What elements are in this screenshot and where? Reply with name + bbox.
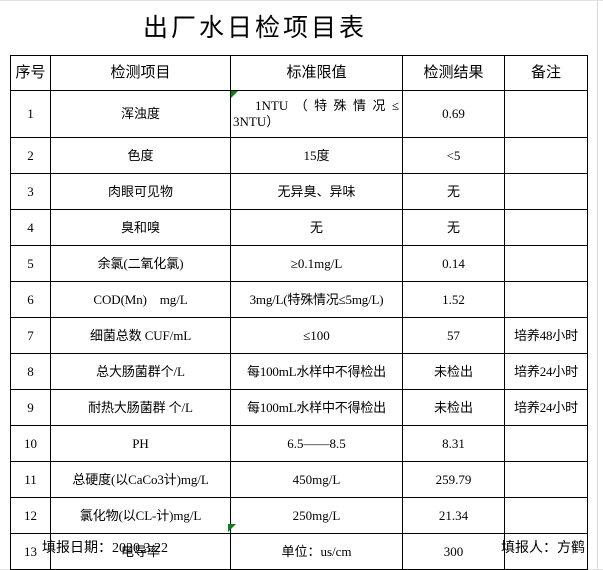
- table-row: 12 氯化物(以CL-计)mg/L 250mg/L 21.34: [10, 497, 588, 534]
- cell-item: 总大肠菌群个/L: [50, 353, 231, 390]
- cell-limit-line-1: 1NTU（特殊情况≤: [255, 98, 399, 113]
- cell-limit: ≤100: [230, 317, 403, 354]
- cell-result: 8.31: [402, 425, 505, 462]
- comment-marker-icon: [228, 524, 236, 532]
- cell-item: 余氯(二氧化氯): [50, 245, 231, 282]
- cell-note: [504, 90, 588, 138]
- cell-note: [504, 245, 588, 282]
- cell-no: 1: [10, 90, 51, 138]
- cell-note: 培养24小时: [504, 389, 588, 426]
- cell-no: 2: [10, 137, 51, 174]
- cell-result: 300: [402, 533, 505, 570]
- cell-no: 13: [10, 533, 51, 570]
- cell-no: 5: [10, 245, 51, 282]
- column-header-result: 检测结果: [402, 55, 505, 91]
- cell-no: 12: [10, 497, 51, 534]
- table-row: 2 色度 15度 <5: [10, 137, 588, 174]
- cell-result: 57: [402, 317, 505, 354]
- cell-limit: 每100mL水样中不得检出: [230, 353, 403, 390]
- cell-item: 总硬度(以CaCo3计)mg/L: [50, 461, 231, 498]
- cell-note: [504, 281, 588, 318]
- table-row: 3 肉眼可见物 无异臭、异味 无: [10, 173, 588, 210]
- page-title: 出厂水日检项目表: [142, 15, 367, 42]
- cell-note: [504, 461, 588, 498]
- cell-item: 浑浊度: [50, 90, 231, 138]
- report-date-label: 填报日期：2020.3.22: [42, 541, 168, 556]
- cell-item: 电导率: [50, 533, 231, 570]
- cell-item: 色度: [50, 137, 231, 174]
- cell-limit: 单位：us/cm: [230, 533, 403, 570]
- cell-result: 259.79: [402, 461, 505, 498]
- cell-note: [504, 137, 588, 174]
- sheet-gridline-top: [0, 0, 603, 1]
- cell-item: 氯化物(以CL-计)mg/L: [50, 497, 231, 534]
- table-row: 8 总大肠菌群个/L 每100mL水样中不得检出 未检出 培养24小时: [10, 353, 588, 390]
- cell-no: 4: [10, 209, 51, 246]
- column-header-note: 备注: [504, 55, 588, 91]
- cell-limit: 3mg/L(特殊情况≤5mg/L): [230, 281, 403, 318]
- table-row: 13 电导率 单位：us/cm 300: [10, 533, 588, 570]
- cell-item: 耐热大肠菌群 个/L: [50, 389, 231, 426]
- cell-result: 无: [402, 209, 505, 246]
- cell-limit: 每100mL水样中不得检出: [230, 389, 403, 426]
- cell-note: 培养48小时: [504, 317, 588, 354]
- cell-limit: 450mg/L: [230, 461, 403, 498]
- table-row: 9 耐热大肠菌群 个/L 每100mL水样中不得检出 未检出 培养24小时: [10, 389, 588, 426]
- cell-item: 细菌总数 CUF/mL: [50, 317, 231, 354]
- cell-result: 0.14: [402, 245, 505, 282]
- cell-no: 3: [10, 173, 51, 210]
- table-row: 11 总硬度(以CaCo3计)mg/L 450mg/L 259.79: [10, 461, 588, 498]
- cell-no: 6: [10, 281, 51, 318]
- table-row: 7 细菌总数 CUF/mL ≤100 57 培养48小时: [10, 317, 588, 354]
- cell-no: 7: [10, 317, 51, 354]
- cell-item: 臭和嗅: [50, 209, 231, 246]
- column-header-item: 检测项目: [50, 55, 231, 91]
- cell-note: [504, 209, 588, 246]
- table-row: 4 臭和嗅 无 无: [10, 209, 588, 246]
- cell-limit: 1NTU（特殊情况≤ 3NTU）: [230, 90, 403, 138]
- cell-result: 21.34: [402, 497, 505, 534]
- cell-limit-line-2: 3NTU）: [233, 114, 280, 129]
- comment-marker-icon: [231, 91, 238, 98]
- cell-limit: 15度: [230, 137, 403, 174]
- cell-no: 9: [10, 389, 51, 426]
- cell-note: 培养24小时: [504, 353, 588, 390]
- cell-item: PH: [50, 425, 231, 462]
- cell-note: [504, 425, 588, 462]
- cell-result: <5: [402, 137, 505, 174]
- cell-result: 1.52: [402, 281, 505, 318]
- sheet-gridline-right: [597, 0, 598, 570]
- cell-note: [504, 533, 588, 570]
- cell-limit: 6.5——8.5: [230, 425, 403, 462]
- cell-note: [504, 497, 588, 534]
- table-row: 10 PH 6.5——8.5 8.31: [10, 425, 588, 462]
- cell-no: 8: [10, 353, 51, 390]
- table-row: 1 浑浊度 1NTU（特殊情况≤ 3NTU） 0.69: [10, 90, 588, 138]
- cell-note: [504, 173, 588, 210]
- cell-no: 10: [10, 425, 51, 462]
- table-row: 5 余氯(二氧化氯) ≥0.1mg/L 0.14: [10, 245, 588, 282]
- column-header-no: 序号: [10, 55, 51, 91]
- water-test-table: 序号 检测项目 标准限值 检测结果 备注 1 浑浊度 1NTU（特殊情况≤ 3N…: [10, 55, 588, 570]
- cell-item: 肉眼可见物: [50, 173, 231, 210]
- cell-limit: 无: [230, 209, 403, 246]
- cell-limit: 250mg/L: [230, 497, 403, 534]
- cell-limit: 无异臭、异味: [230, 173, 403, 210]
- cell-limit: ≥0.1mg/L: [230, 245, 403, 282]
- cell-result: 未检出: [402, 353, 505, 390]
- column-header-limit: 标准限值: [230, 55, 403, 91]
- cell-item: COD(Mn) mg/L: [50, 281, 231, 318]
- cell-result: 无: [402, 173, 505, 210]
- report-author-label: 填报人：方鹤: [501, 541, 585, 556]
- cell-no: 11: [10, 461, 51, 498]
- cell-result: 0.69: [402, 90, 505, 138]
- table-header-row: 序号 检测项目 标准限值 检测结果 备注: [10, 55, 588, 91]
- cell-result: 未检出: [402, 389, 505, 426]
- table-row: 6 COD(Mn) mg/L 3mg/L(特殊情况≤5mg/L) 1.52: [10, 281, 588, 318]
